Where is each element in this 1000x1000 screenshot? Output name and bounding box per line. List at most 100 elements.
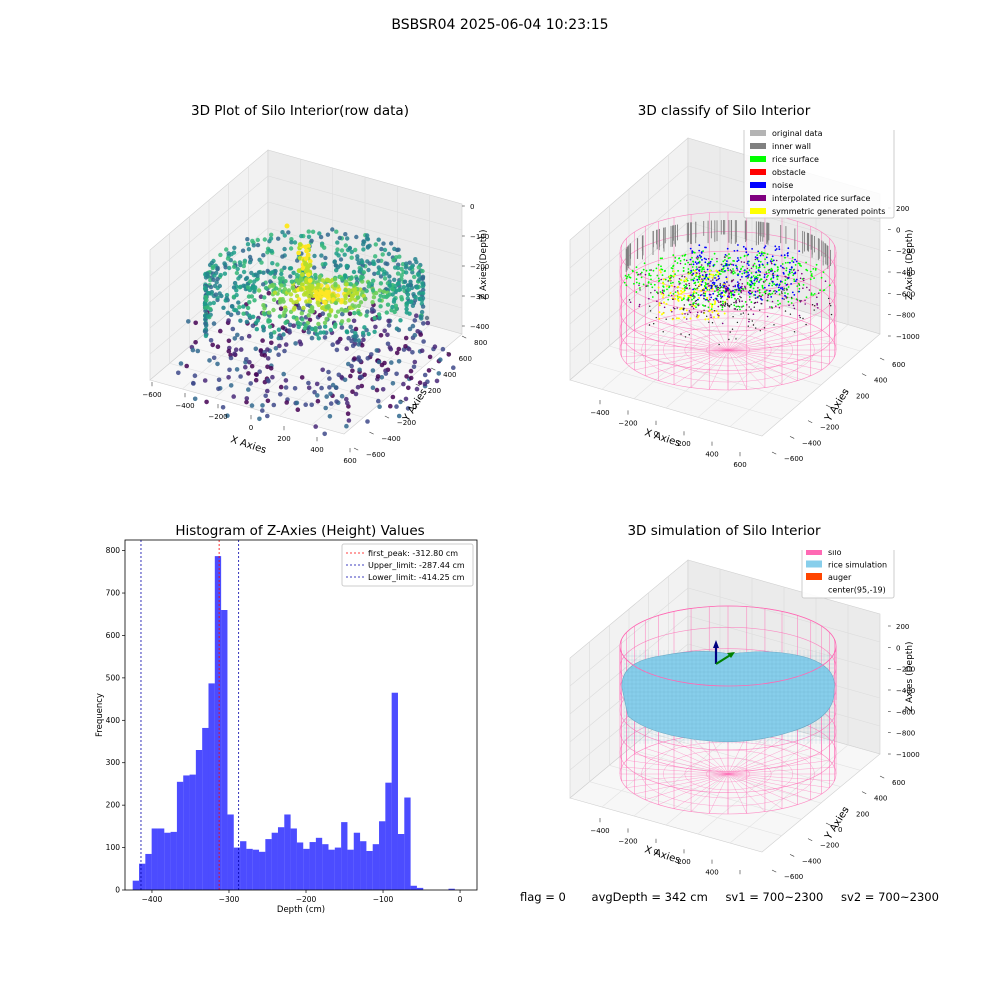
symmetric-point [683, 279, 686, 282]
data-point [349, 276, 354, 281]
rice-surface-point [690, 271, 692, 273]
rice-surface-point [802, 284, 805, 286]
data-point [273, 268, 278, 274]
grid-line [311, 324, 430, 426]
legend-swatch [806, 550, 822, 555]
data-point [396, 359, 402, 364]
data-point [234, 270, 240, 276]
symmetric-point [662, 296, 664, 299]
interpolated-point [685, 318, 688, 320]
panel2-axes-box [569, 137, 881, 437]
black-point [830, 305, 832, 307]
data-point [334, 229, 339, 234]
data-point [296, 305, 302, 311]
data-point [245, 237, 250, 242]
data-point [195, 348, 201, 354]
noise-point [739, 286, 742, 289]
data-point [408, 279, 413, 284]
interpolated-point [656, 300, 658, 303]
y-tick [771, 451, 777, 455]
rice-surface-point [683, 286, 686, 289]
data-point [338, 257, 344, 262]
data-point [276, 236, 281, 241]
noise-point [703, 289, 705, 291]
data-point [407, 311, 412, 316]
panel3-xlabel: Depth (cm) [277, 905, 325, 915]
data-point [227, 265, 232, 271]
noise-point [691, 250, 694, 253]
rice-surface-point [711, 258, 713, 261]
black-point [672, 298, 674, 300]
data-point [303, 268, 309, 274]
histogram-bar [328, 849, 335, 890]
y-tick [879, 775, 885, 779]
noise-point [747, 271, 749, 274]
noise-point [756, 296, 759, 299]
symmetric-point [715, 310, 718, 312]
black-point [720, 301, 722, 303]
data-point [312, 253, 317, 259]
panel4-cylinder-top [619, 605, 837, 700]
cylinder-floor-ring [662, 749, 794, 799]
data-point [274, 286, 279, 291]
rice-surface-point [759, 260, 762, 263]
rice-surface-point [722, 268, 724, 270]
interpolated-point [692, 294, 695, 297]
data-point [231, 250, 237, 255]
data-point [295, 320, 301, 325]
histogram-bar [139, 863, 146, 890]
x-tick-label: −200 [296, 895, 317, 904]
rice-surface-point [792, 274, 795, 277]
data-point [394, 350, 400, 356]
data-point [364, 313, 369, 318]
rice-surface-point [734, 288, 736, 291]
symmetric-point [711, 311, 714, 314]
panel2-points [623, 220, 833, 346]
rice-surface-point [635, 266, 638, 269]
rice-surface-point [670, 282, 672, 285]
data-point [332, 277, 338, 282]
noise-point [692, 263, 695, 266]
data-point [348, 324, 353, 330]
data-point [218, 328, 223, 334]
rice-surface-point [748, 296, 751, 298]
data-point [414, 259, 419, 265]
black-point [829, 303, 831, 305]
symmetric-point [698, 296, 701, 299]
symmetric-point [685, 280, 688, 283]
rice-surface-point [692, 260, 694, 263]
interpolated-point [767, 294, 770, 296]
data-point [243, 276, 249, 282]
black-point [828, 297, 830, 300]
data-point [240, 248, 246, 253]
data-point [203, 294, 209, 300]
rice-surface-point [626, 275, 629, 278]
rice-surface-point [811, 275, 813, 277]
cylinder-floor-line [727, 349, 747, 390]
interpolated-point [701, 278, 703, 280]
cylinder-floor-line [727, 773, 798, 805]
y-tick [461, 335, 467, 339]
data-point [273, 346, 279, 351]
interpolated-point [721, 322, 724, 325]
data-point [227, 367, 232, 373]
symmetric-point [669, 292, 672, 294]
noise-point [761, 299, 763, 301]
symmetric-point [697, 314, 700, 317]
rice-surface-point [770, 277, 773, 280]
noise-point [725, 276, 728, 278]
noise-point [692, 272, 695, 275]
black-point [799, 316, 801, 319]
data-point [349, 338, 354, 344]
data-point [262, 306, 267, 311]
interpolated-point [662, 292, 664, 295]
data-point [346, 290, 352, 295]
data-point [223, 265, 228, 270]
data-point [257, 369, 262, 374]
interpolated-point [803, 277, 805, 280]
legend-label: first_peak: -312.80 cm [368, 549, 458, 558]
data-point [365, 356, 371, 361]
grid-line [569, 193, 881, 297]
data-point [255, 237, 260, 243]
data-point [203, 321, 208, 326]
